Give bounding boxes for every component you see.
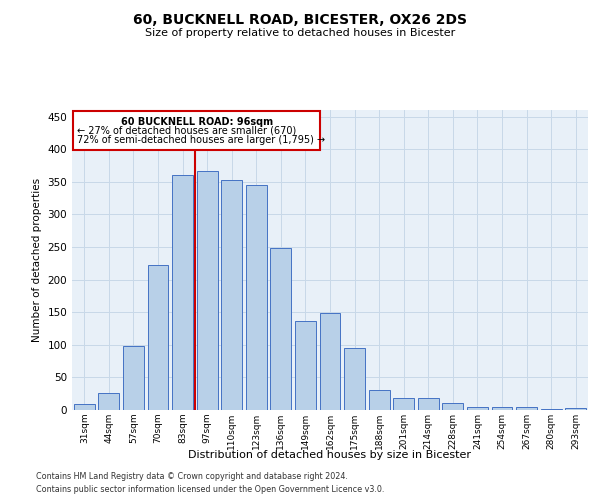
Bar (123, 346, 144, 410)
FancyBboxPatch shape (73, 112, 320, 150)
Bar (271, 248, 292, 410)
Bar (98, 393, 119, 410)
Bar (295, 320, 316, 410)
Bar (393, 398, 414, 410)
Text: Size of property relative to detached houses in Bicester: Size of property relative to detached ho… (145, 28, 455, 38)
Bar (491, 406, 512, 410)
Y-axis label: Number of detached properties: Number of detached properties (32, 178, 42, 342)
Bar (246, 185, 267, 410)
Text: 60 BUCKNELL ROAD: 96sqm: 60 BUCKNELL ROAD: 96sqm (121, 116, 273, 126)
Bar (516, 408, 537, 410)
Bar (148, 265, 169, 410)
Bar (221, 180, 242, 410)
Bar (442, 404, 463, 410)
Bar (74, 404, 95, 410)
Bar (320, 314, 340, 410)
Bar (368, 390, 389, 410)
Bar (172, 175, 193, 410)
Bar (344, 348, 365, 410)
Bar (467, 408, 488, 410)
Bar (418, 398, 439, 410)
Text: 60, BUCKNELL ROAD, BICESTER, OX26 2DS: 60, BUCKNELL ROAD, BICESTER, OX26 2DS (133, 12, 467, 26)
Text: ← 27% of detached houses are smaller (670): ← 27% of detached houses are smaller (67… (77, 126, 296, 136)
Text: Contains HM Land Registry data © Crown copyright and database right 2024.: Contains HM Land Registry data © Crown c… (36, 472, 348, 481)
Bar (565, 408, 586, 410)
Text: 72% of semi-detached houses are larger (1,795) →: 72% of semi-detached houses are larger (… (77, 135, 325, 145)
Bar (541, 408, 562, 410)
Bar (197, 170, 218, 410)
Text: Contains public sector information licensed under the Open Government Licence v3: Contains public sector information licen… (36, 485, 385, 494)
Text: Distribution of detached houses by size in Bicester: Distribution of detached houses by size … (188, 450, 472, 460)
